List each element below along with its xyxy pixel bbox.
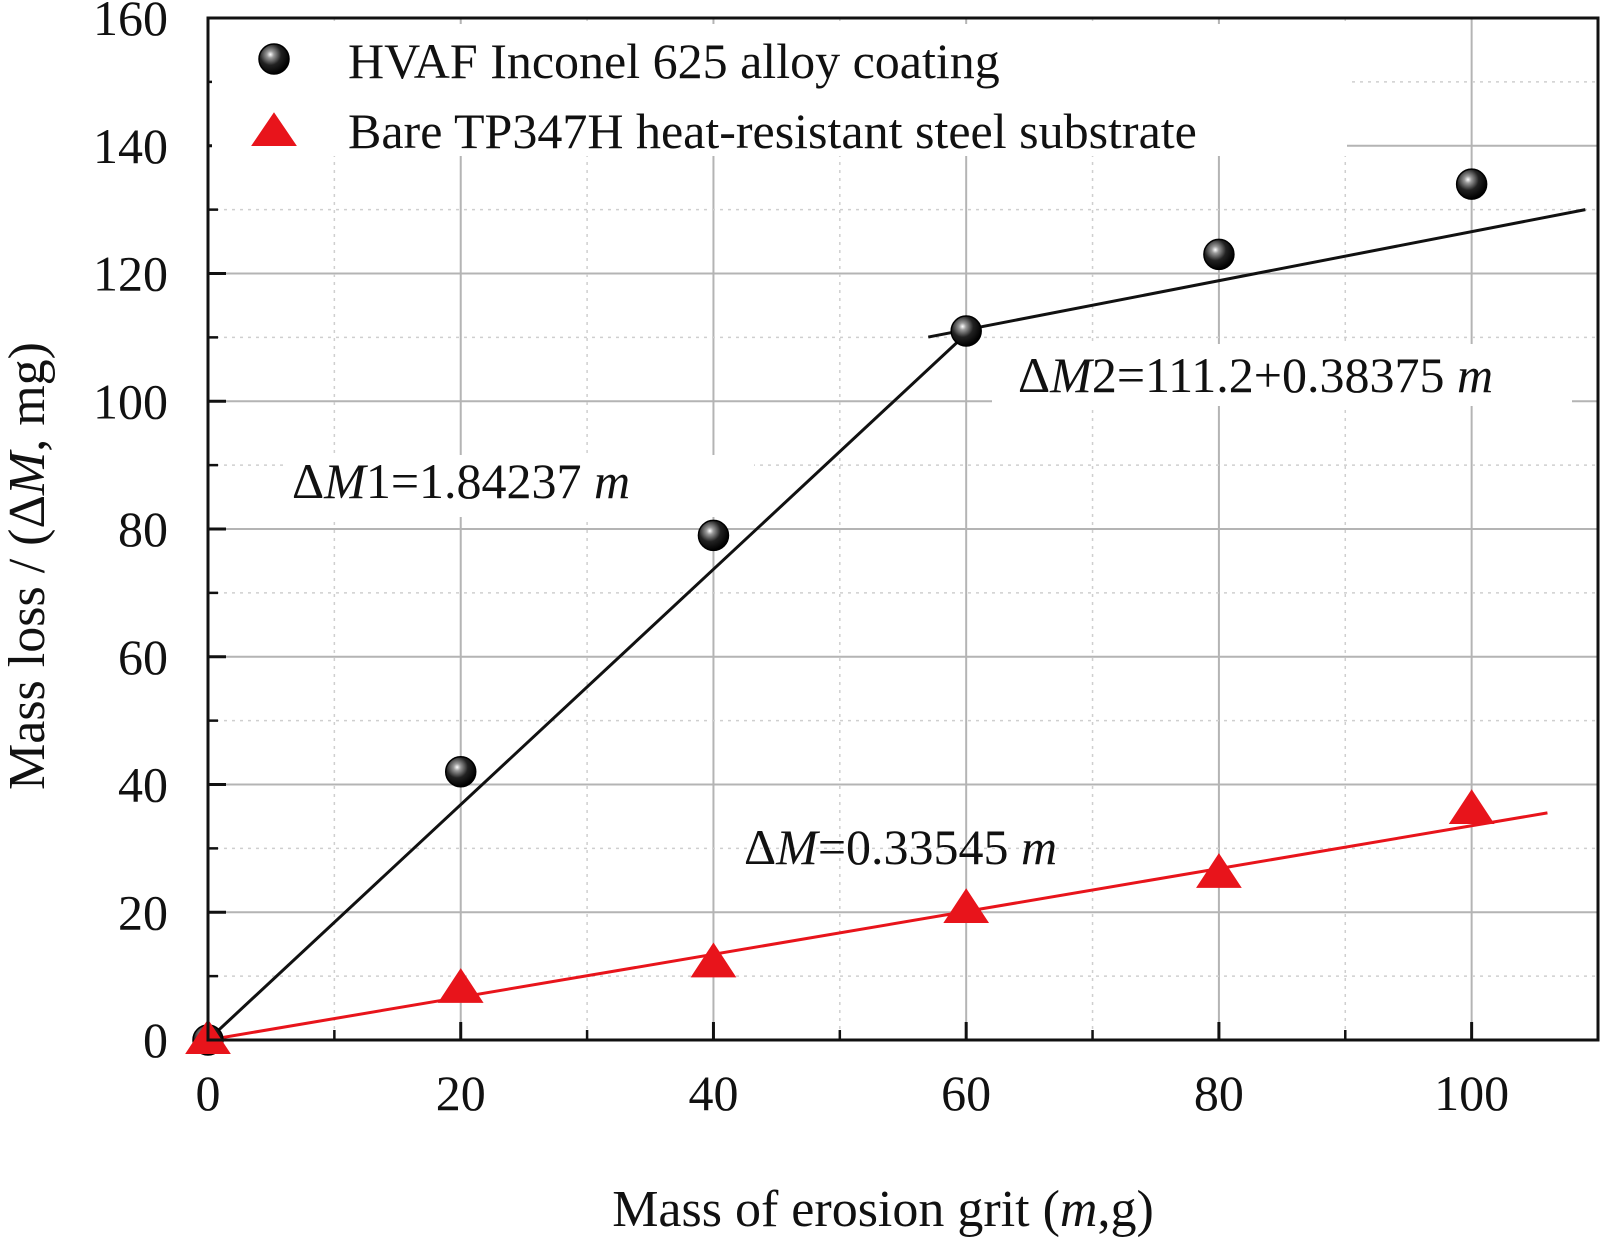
x-tick-label-5: 100	[1434, 1065, 1509, 1121]
fit-equation-2-text: ΔM2=111.2+0.38375 m	[1018, 347, 1493, 403]
y-axis-title: Mass loss / (ΔM, mg)	[0, 342, 56, 790]
point-substrate-4	[1196, 853, 1242, 888]
legend-label-substrate: Bare TP347H heat-resistant steel substra…	[348, 103, 1197, 159]
data-markers	[185, 168, 1495, 1056]
fit-lines	[206, 208, 1586, 1042]
fit-equation-1: ΔM1=1.84237 m	[284, 453, 754, 517]
fit-equation-2-background	[992, 344, 1572, 406]
y-tick-label-1: 20	[118, 884, 168, 940]
point-coating-1	[444, 755, 477, 788]
point-substrate-2	[690, 942, 737, 978]
y-tick-label-2: 40	[118, 757, 168, 813]
legend-marker-coating	[258, 43, 290, 75]
y-tick-label-6: 120	[93, 246, 168, 302]
legend-background	[212, 24, 1347, 156]
x-tick-label-0: 0	[196, 1065, 221, 1121]
fit-equation-3-text: ΔM=0.33545 m	[744, 819, 1057, 875]
x-tick-label-1: 20	[436, 1065, 486, 1121]
point-substrate-1	[437, 968, 484, 1003]
point-substrate-5	[1448, 789, 1495, 825]
fit-equation-1-text: ΔM1=1.84237 m	[292, 453, 630, 509]
fit-line-1	[927, 208, 1586, 339]
y-tick-label-4: 80	[118, 501, 168, 557]
x-tick-label-3: 60	[941, 1065, 991, 1121]
x-tick-label-4: 80	[1194, 1065, 1244, 1121]
fit-line-0	[206, 321, 980, 1042]
point-coating-2	[697, 519, 730, 552]
y-tick-label-0: 0	[143, 1012, 168, 1068]
y-tick-label-5: 100	[93, 373, 168, 429]
fit-equation-2: ΔM2=111.2+0.38375 m	[992, 344, 1572, 406]
legend: HVAF Inconel 625 alloy coating Bare TP34…	[212, 24, 1347, 159]
point-substrate-3	[943, 888, 990, 924]
fit-equation-1-background	[284, 455, 754, 517]
legend-marker-substrate	[251, 112, 297, 146]
legend-label-coating: HVAF Inconel 625 alloy coating	[348, 33, 1000, 89]
y-tick-label-8: 160	[93, 0, 168, 46]
point-coating-5	[1455, 168, 1488, 200]
point-coating-4	[1203, 238, 1235, 271]
x-tick-label-2: 40	[688, 1065, 738, 1121]
grid	[208, 18, 1598, 1040]
x-axis-title: Mass of erosion grit (m,g)	[612, 1181, 1154, 1238]
point-coating-3	[950, 315, 982, 347]
fit-line-2	[207, 811, 1548, 1042]
fit-equation-3: ΔM=0.33545 m	[744, 819, 1057, 875]
y-tick-label-7: 140	[93, 118, 168, 174]
axes: 0 20 40 60 80 100 0 20 40 60 80 100 120 140 160	[93, 0, 1509, 1121]
y-tick-label-3: 60	[118, 629, 168, 685]
